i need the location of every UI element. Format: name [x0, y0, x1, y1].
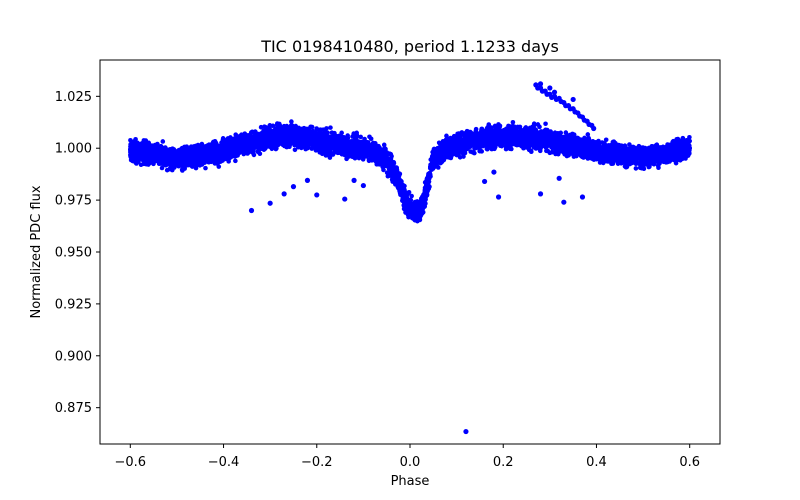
data-point: [160, 139, 166, 144]
data-point: [128, 137, 133, 143]
data-point: [436, 140, 442, 146]
data-point: [328, 125, 333, 130]
points-layer: [128, 81, 692, 435]
data-point: [309, 124, 315, 130]
data-point: [133, 136, 138, 142]
data-point: [339, 130, 344, 136]
plot-area: [99, 59, 721, 445]
data-point: [354, 130, 360, 136]
data-point: [180, 168, 185, 173]
data-point: [358, 134, 363, 140]
data-point: [675, 136, 681, 142]
data-point: [479, 126, 484, 132]
data-point: [646, 164, 652, 170]
data-point: [164, 167, 170, 173]
data-point: [193, 165, 199, 171]
data-point: [133, 160, 138, 165]
data-point: [646, 160, 652, 165]
data-point: [468, 149, 473, 154]
data-point: [497, 123, 503, 129]
data-point: [563, 130, 569, 135]
data-point: [409, 193, 414, 199]
data-point: [261, 145, 267, 151]
data-point: [603, 137, 609, 143]
data-point: [241, 134, 246, 140]
data-point: [388, 151, 394, 157]
data-point: [460, 151, 466, 156]
data-point: [233, 158, 238, 164]
data-point: [289, 119, 294, 124]
data-point: [329, 130, 335, 135]
plot-background: [100, 60, 720, 444]
data-point: [510, 119, 516, 125]
data-point: [381, 167, 386, 173]
data-point: [220, 137, 226, 143]
data-point: [203, 165, 208, 171]
data-point: [262, 124, 267, 129]
data-point: [292, 147, 298, 153]
data-point: [549, 149, 555, 155]
data-point: [687, 135, 692, 140]
data-point: [579, 154, 585, 160]
data-point: [367, 134, 372, 140]
data-point: [633, 166, 639, 171]
data-point: [585, 132, 591, 137]
data-point: [485, 146, 490, 152]
chart-title: TIC 0198410480, period 1.1233 days: [260, 37, 559, 56]
data-point: [538, 129, 544, 134]
data-point: [543, 121, 548, 127]
data-point: [159, 165, 165, 171]
